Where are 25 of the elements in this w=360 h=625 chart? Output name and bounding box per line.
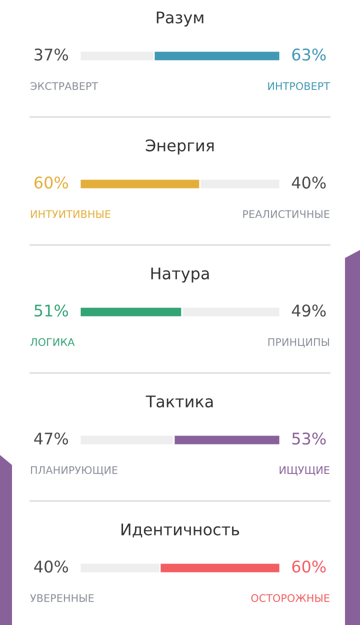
- data-label: 40%: [292, 176, 326, 189]
- chart-title: Натура: [151, 268, 209, 283]
- data-label: 60%: [34, 176, 68, 189]
- text: ИЩУЩИЕ: [280, 466, 330, 476]
- data-label: 47%: [34, 432, 68, 445]
- chart-title: Идентичность: [122, 524, 240, 538]
- text: ОСТОРОЖНЫЕ: [251, 594, 330, 602]
- data-label: 51%: [34, 304, 68, 317]
- chart-title: Разум: [156, 12, 204, 27]
- text: ПРИНЦИПЫ: [268, 338, 329, 348]
- text: ЭКСТРАВЕРТ: [30, 82, 98, 90]
- data-label: 53%: [292, 432, 326, 445]
- text: ЛОГИКА: [30, 338, 75, 346]
- data-label: 60%: [292, 560, 326, 573]
- data-label: 63%: [292, 48, 326, 61]
- data-label: 37%: [34, 48, 68, 61]
- text: РЕАЛИСТИЧНЫЕ: [243, 210, 330, 218]
- chart-title: Энергия: [146, 139, 214, 155]
- data-label: 49%: [292, 304, 326, 317]
- text: ИНТРОВЕРТ: [268, 82, 330, 90]
- data-label: 40%: [34, 560, 68, 573]
- text: ИНТУИТИВНЫЕ: [31, 210, 110, 218]
- chart-title: Тактика: [146, 396, 213, 408]
- text: ПЛАНИРУЮЩИЕ: [31, 466, 118, 476]
- text: УВЕРЕННЫЕ: [30, 594, 94, 602]
